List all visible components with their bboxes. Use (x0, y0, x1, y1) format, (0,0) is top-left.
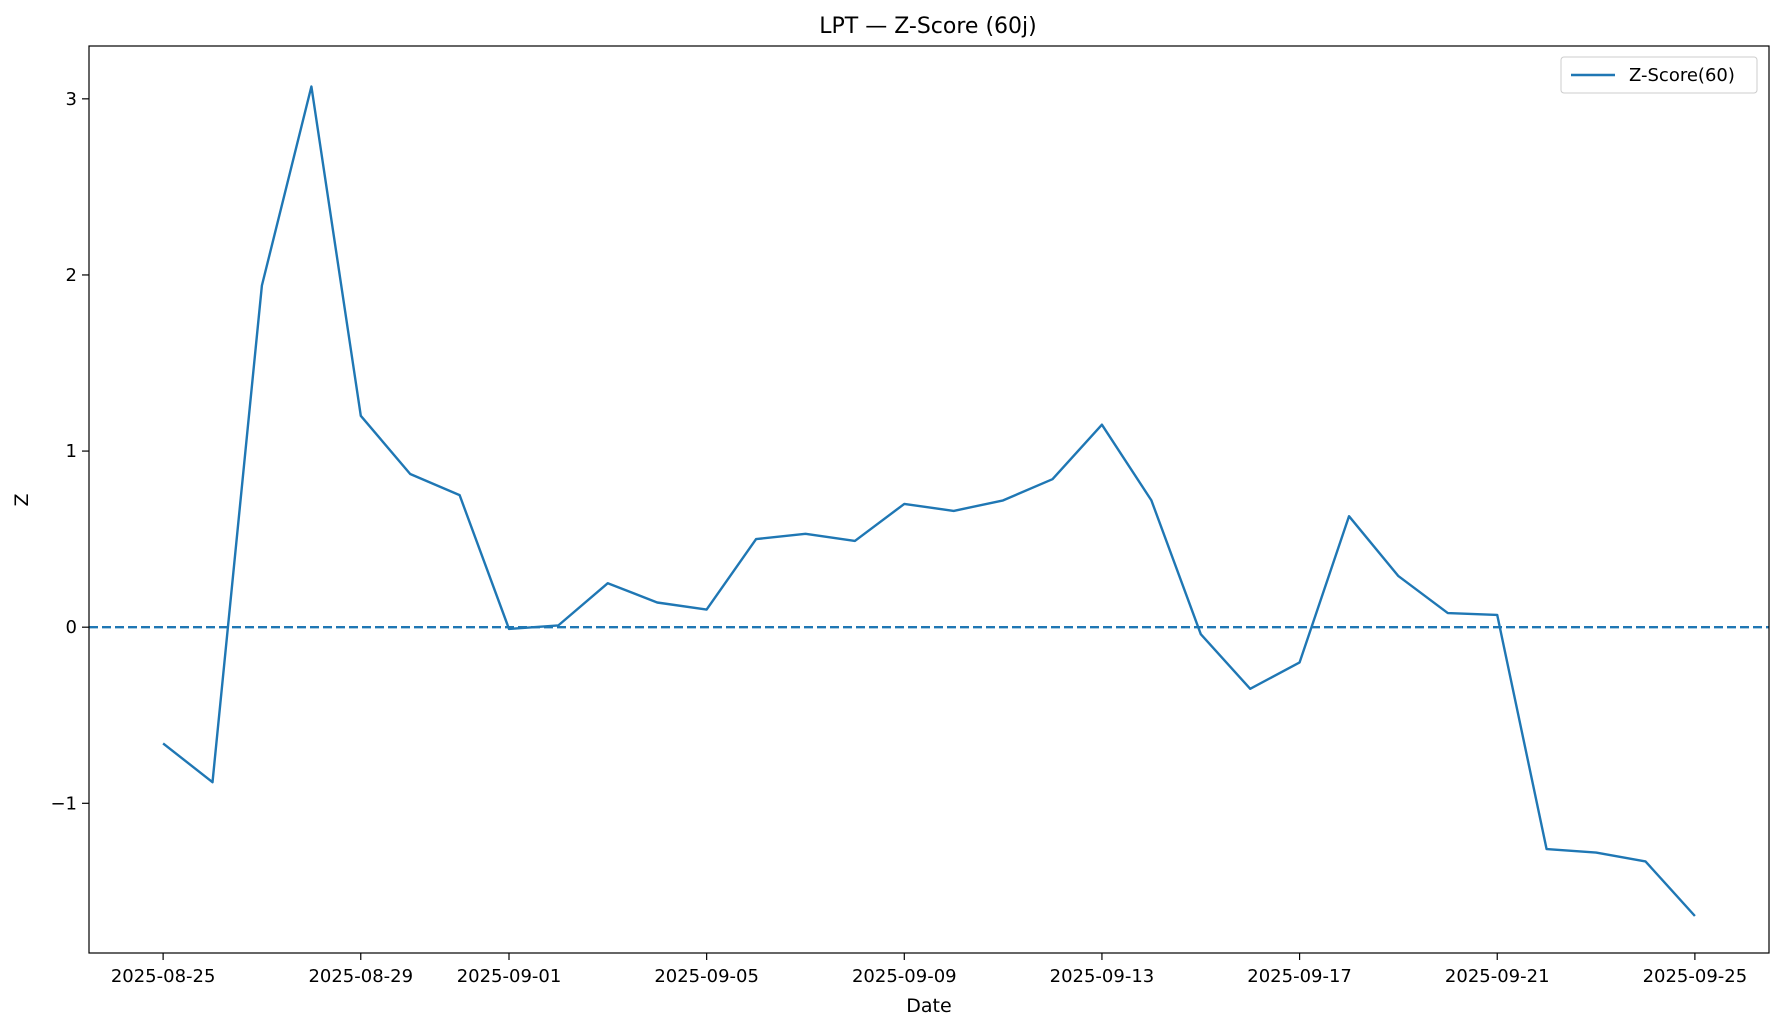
x-tick-label: 2025-09-17 (1247, 966, 1352, 987)
x-tick-label: 2025-09-01 (457, 966, 562, 987)
x-tick-label: 2025-09-09 (852, 966, 957, 987)
legend-box (1560, 56, 1758, 94)
y-tick-label: −1 (50, 793, 77, 814)
x-tick-label: 2025-08-29 (308, 966, 413, 987)
plot-frame (88, 45, 1770, 954)
series-line-z-score-60 (162, 85, 1696, 917)
y-tick-label: 1 (66, 441, 77, 462)
x-tick-label: 2025-09-25 (1643, 966, 1748, 987)
y-tick-label: 0 (66, 617, 77, 638)
y-tick-label: 2 (66, 265, 77, 286)
x-tick-label: 2025-09-05 (654, 966, 759, 987)
x-tick-label: 2025-09-21 (1445, 966, 1550, 987)
chart-title: LPT — Z-Score (60j) (819, 14, 1036, 39)
y-axis-label: Z (11, 493, 33, 506)
legend-series-label: Z-Score(60) (1629, 65, 1735, 86)
x-axis-label: Date (906, 995, 951, 1017)
y-tick-label: 3 (66, 89, 77, 110)
legend: Z-Score(60) (1560, 56, 1758, 94)
x-tick-label: 2025-08-25 (111, 966, 216, 987)
x-tick-label: 2025-09-13 (1050, 966, 1155, 987)
